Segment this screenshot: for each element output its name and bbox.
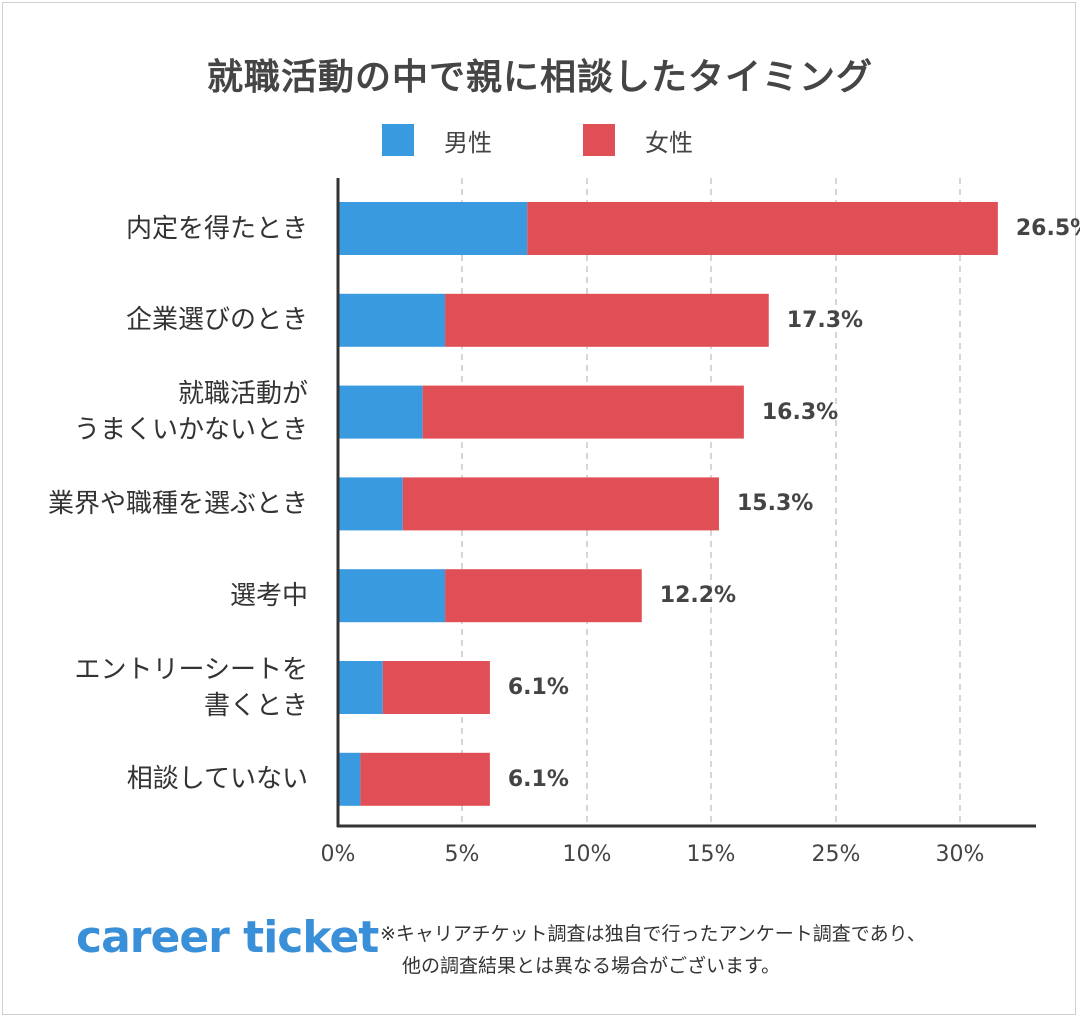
bar-male-3 <box>338 385 423 439</box>
bar-female-5 <box>445 569 642 623</box>
category-label-2: 企業選びのとき <box>126 302 308 338</box>
bar-female-1 <box>527 202 998 255</box>
bar-male-7 <box>338 752 361 806</box>
category-label-6: エントリーシートを書くとき <box>75 652 308 724</box>
value-label-1: 26.5% <box>1015 216 1080 241</box>
category-label-7: 相談していない <box>127 761 308 797</box>
bar-female-2 <box>445 293 769 347</box>
bar-female-4 <box>402 477 719 531</box>
legend-item-male: 男性 <box>382 124 492 157</box>
value-label-7: 6.1% <box>507 766 569 792</box>
value-label-6: 6.1% <box>507 675 569 700</box>
category-label-line: 書くとき <box>203 690 308 721</box>
value-label-4: 15.3% <box>736 491 814 517</box>
category-label-line: 内定を得たとき <box>125 213 308 244</box>
category-label-line: 相談していない <box>126 764 308 795</box>
bar-male-5 <box>338 569 446 623</box>
value-label-2: 17.3% <box>786 307 864 333</box>
legend-item-female: 女性 <box>583 124 693 157</box>
legend-swatch-male <box>382 124 414 156</box>
x-tick-label-6: 30% <box>935 842 985 867</box>
bar-male-6 <box>338 661 383 714</box>
x-tick-label-1: 0% <box>320 842 356 867</box>
x-tick-label-5: 25% <box>811 842 861 867</box>
chart-title: 就職活動の中で親に相談したタイミング <box>206 57 873 98</box>
category-label-line: うまくいかないとき <box>73 415 308 446</box>
chart-legend: 男性 女性 <box>0 124 1080 157</box>
legend-label-female: 女性 <box>645 128 693 157</box>
legend-label-male: 男性 <box>444 128 492 157</box>
bar-male-1 <box>338 202 528 255</box>
career-ticket-logo: career ticket <box>76 912 379 963</box>
category-label-1: 内定を得たとき <box>126 211 308 247</box>
category-label-5: 選考中 <box>230 578 308 614</box>
category-label-3: 就職活動がうまくいかないとき <box>74 376 308 448</box>
category-label-line: 選考中 <box>229 580 308 611</box>
category-label-line: 業界や職種を選ぶとき <box>47 488 308 519</box>
bar-male-2 <box>338 293 446 347</box>
bar-female-6 <box>382 661 490 714</box>
footer-note-line-2: 他の調査結果とは異なる場合がございます。 <box>402 955 781 977</box>
value-label-5: 12.2% <box>659 583 737 609</box>
x-tick-label-2: 5% <box>444 842 480 867</box>
bar-female-3 <box>422 385 744 439</box>
footer-note: ※キャリアチケット調査は独自で行ったアンケート調査であり、 他の調査結果とは異な… <box>380 918 926 982</box>
bar-male-4 <box>338 477 403 531</box>
bar-female-7 <box>360 752 490 806</box>
x-tick-label-4: 15% <box>686 842 736 867</box>
category-label-line: エントリーシートを <box>74 654 308 685</box>
footer-note-line-1: ※キャリアチケット調査は独自で行ったアンケート調査であり、 <box>380 923 926 945</box>
value-label-3: 16.3% <box>761 399 839 425</box>
category-label-4: 業界や職種を選ぶとき <box>48 486 308 522</box>
x-tick-label-3: 10% <box>562 842 612 867</box>
category-label-line: 企業選びのとき <box>125 305 308 336</box>
legend-swatch-female <box>583 124 615 156</box>
category-label-line: 就職活動が <box>177 379 308 410</box>
